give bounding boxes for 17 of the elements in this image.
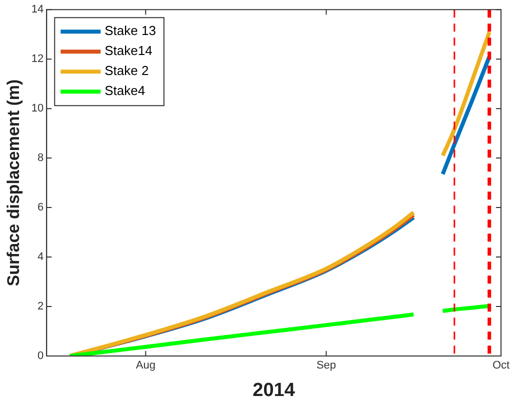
legend-label: Stake4: [104, 83, 146, 98]
y-tick-label: 0: [38, 350, 44, 362]
x-tick-label: Sep: [316, 360, 336, 372]
x-tick-label: Oct: [492, 360, 510, 372]
y-tick-label: 6: [38, 202, 44, 214]
y-tick-label: 4: [38, 251, 44, 264]
y-tick-label: 10: [31, 102, 44, 115]
y-tick-label: 14: [31, 4, 44, 16]
y-tick-label: 2: [38, 300, 44, 313]
legend-label: Stake 2: [104, 63, 149, 78]
y-tick-label: 8: [38, 152, 44, 164]
y-tick-label: 12: [31, 53, 44, 66]
legend-label: Stake14: [104, 43, 152, 58]
y-axis-title: Surface displacement (m): [4, 79, 23, 286]
x-tick-label: Aug: [136, 360, 156, 372]
x-axis-title: 2014: [252, 380, 296, 401]
legend-label: Stake 13: [104, 23, 156, 38]
